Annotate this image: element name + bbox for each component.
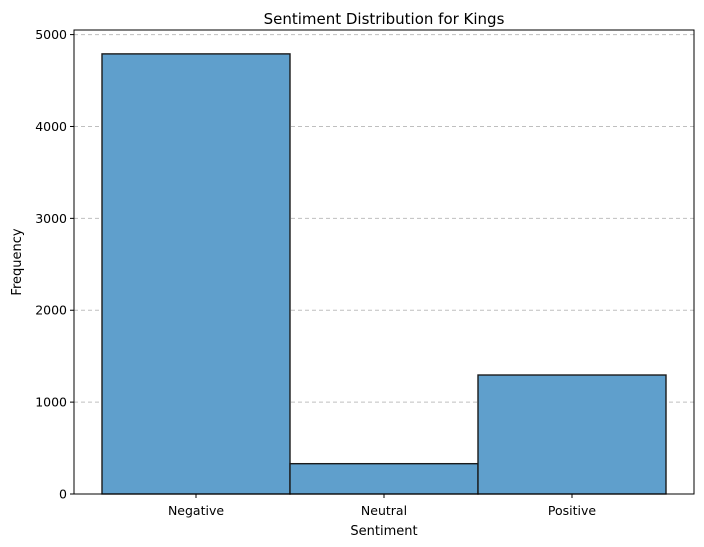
x-axis: Negative Neutral Positive xyxy=(168,494,596,518)
y-tick-label: 2000 xyxy=(35,303,67,318)
bars xyxy=(101,53,667,495)
y-tick-label: 5000 xyxy=(35,27,67,42)
bar-negative xyxy=(101,53,291,495)
y-axis: 0 1000 2000 3000 4000 5000 xyxy=(35,27,74,502)
x-axis-label: Sentiment xyxy=(350,524,417,539)
bar-positive xyxy=(477,374,667,495)
x-tick-label-positive: Positive xyxy=(548,503,596,518)
bar-neutral xyxy=(289,462,479,495)
y-tick-label: 4000 xyxy=(35,119,67,134)
x-tick-label-neutral: Neutral xyxy=(361,503,407,518)
y-axis-label: Frequency xyxy=(10,228,25,295)
y-tick-label: 3000 xyxy=(35,211,67,226)
y-tick-label: 0 xyxy=(59,487,67,502)
chart-title: Sentiment Distribution for Kings xyxy=(264,10,505,28)
y-tick-label: 1000 xyxy=(35,395,67,410)
x-tick-label-negative: Negative xyxy=(168,503,224,518)
